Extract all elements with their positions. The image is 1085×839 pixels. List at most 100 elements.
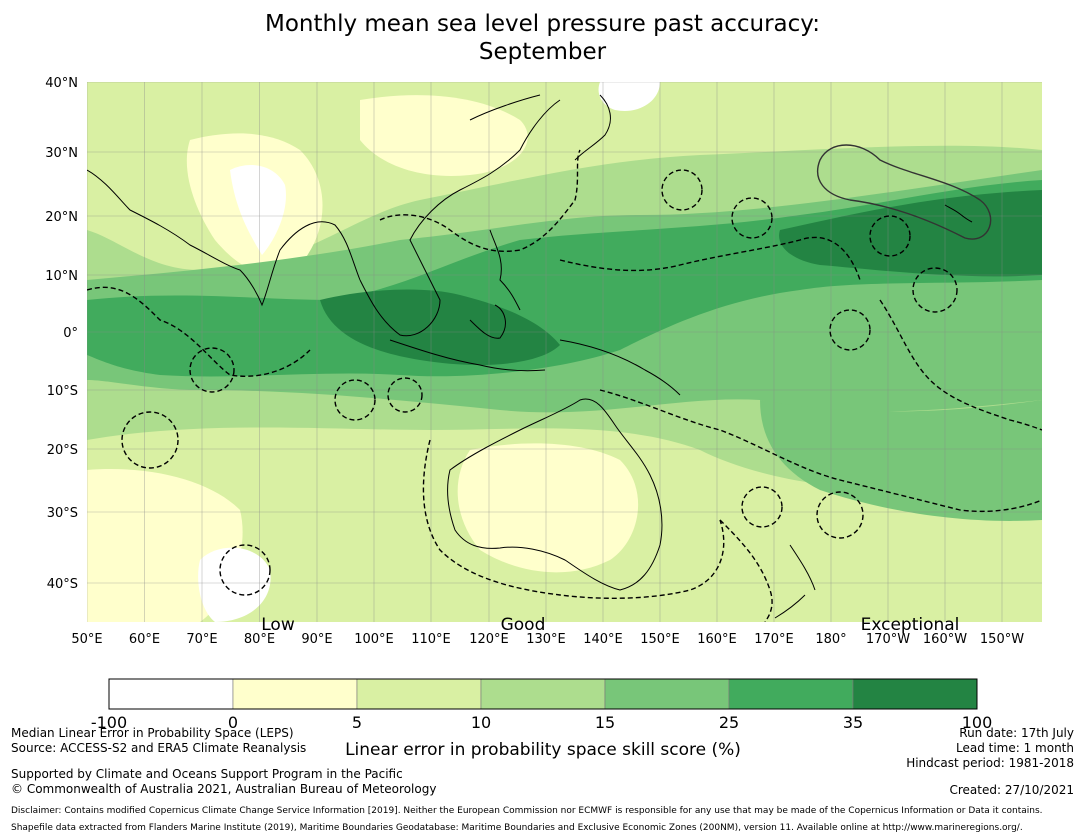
lat-label: 20°N (45, 210, 78, 225)
lon-label: 150°E (640, 632, 680, 647)
colorbar-tick: 100 (962, 713, 993, 732)
colorbar-tick: 5 (352, 713, 362, 732)
eez-pacific-islands (559, 236, 861, 281)
lon-label: 160°W (923, 632, 967, 647)
footer-lead-time: Lead time: 1 month (955, 741, 1074, 755)
lon-label: 170°W (866, 632, 910, 647)
map-title-line1: Monthly mean sea level pressure past acc… (265, 11, 820, 37)
colorbar-segment (108, 678, 234, 710)
coastline-east-asia (469, 94, 611, 161)
lat-label: 40°N (45, 76, 78, 91)
lat-labels: 40°N 30°N 20°N 10°N 0° 10°S 20°S 30°S 40… (45, 76, 78, 592)
skill-zone-china-pale (360, 95, 528, 176)
category-label-good: Good (501, 615, 546, 635)
colorbar-segment (852, 678, 978, 710)
eez-hawaii-solid (816, 144, 992, 240)
category-label-exceptional: Exceptional (861, 615, 960, 635)
coastline-new-zealand (774, 544, 816, 619)
lon-label: 180° (815, 632, 846, 647)
coastline-southeast-asia (359, 99, 561, 337)
footer-source: Source: ACCESS-S2 and ERA5 Climate Reana… (11, 741, 307, 755)
lon-label: 60°E (129, 632, 160, 647)
colorbar-tick: 0 (228, 713, 238, 732)
skill-zone-tibet-white (230, 165, 286, 255)
colorbar-tick: 35 (843, 713, 863, 732)
lat-label: 30°N (45, 146, 78, 161)
coastline-hawaii (944, 204, 973, 223)
colorbar-segment (728, 678, 854, 710)
skill-zone-south-pacific-mid (760, 400, 1042, 521)
colorbar-label: Linear error in probability space skill … (345, 740, 741, 760)
eez-boundaries (87, 149, 1042, 622)
eez-circle-tokelau (829, 309, 871, 351)
lon-label: 120°E (469, 632, 509, 647)
footer-shapefile-credit: Shapefile data extracted from Flanders M… (11, 823, 1023, 833)
coastline-australia (447, 398, 663, 591)
colorbar-tick: 10 (471, 713, 491, 732)
eez-circle-christmas (387, 377, 423, 413)
eez-south-pacific (599, 389, 1042, 513)
lat-label: 10°S (47, 384, 78, 399)
eez-indian-ocean (87, 286, 311, 377)
colorbar-segment (480, 678, 606, 710)
footer-method: Median Linear Error in Probability Space… (11, 726, 294, 740)
category-label-low: Low (261, 615, 295, 635)
eez-circle-wake (869, 215, 911, 257)
colorbar-segment (232, 678, 358, 710)
lon-label: 160°E (697, 632, 737, 647)
eez-circle-norfolk (741, 486, 783, 528)
colorbar-segment (604, 678, 730, 710)
lat-label: 30°S (47, 506, 78, 521)
lat-label: 0° (63, 326, 78, 341)
lat-label: 40°S (47, 577, 78, 592)
skill-zone-north-pacific-peak (779, 190, 1042, 277)
skill-zone-japan-white (598, 82, 660, 111)
lon-label: 70°E (186, 632, 217, 647)
colorbar-segment (356, 678, 482, 710)
footer-support: Supported by Climate and Oceans Support … (11, 767, 403, 781)
lon-label: 100°E (354, 632, 394, 647)
eez-circle-indian-west (189, 347, 235, 393)
skill-zone-australia-pale (457, 443, 639, 573)
eez-circle-marshall (731, 197, 773, 239)
coastline-philippines (489, 229, 521, 311)
lon-label: 130°E (526, 632, 566, 647)
lon-labels: 50°E 60°E 70°E 80°E 90°E 100°E 110°E 120… (71, 632, 1024, 647)
colorbar: -100 0 5 10 15 25 35 100 Linear error in… (91, 678, 993, 760)
footer-run-date: Run date: 17th July (959, 726, 1074, 740)
lon-label: 170°E (754, 632, 794, 647)
lon-label: 50°E (71, 632, 102, 647)
eez-circle-micronesia (661, 169, 703, 211)
coastline-arabia-india (87, 169, 361, 307)
eez-circle-cocos (334, 379, 376, 421)
graticule (87, 82, 1042, 622)
footer-disclaimer: Disclaimer: Contains modified Copernicus… (11, 806, 1043, 816)
lon-label: 110°E (411, 632, 451, 647)
eez-sea (379, 149, 581, 252)
lon-label: 90°E (301, 632, 332, 647)
skill-field (87, 82, 1042, 622)
footer-hindcast: Hindcast period: 1981-2018 (906, 756, 1074, 770)
eez-circle-phoenix (912, 267, 958, 313)
eez-central-pacific (879, 299, 1042, 431)
eez-circle-kermadec (816, 491, 864, 539)
eez-australia (422, 439, 725, 599)
colorbar-tick: -100 (91, 713, 127, 732)
coastline-new-guinea (559, 339, 681, 396)
colorbar-frame (108, 678, 978, 710)
coastline-indonesia (389, 304, 546, 372)
eez-circle-chagos (219, 544, 271, 596)
lat-label: 20°S (47, 443, 78, 458)
map-title-line2: September (478, 39, 607, 65)
skill-zone-southern-ocean-white (198, 547, 271, 622)
colorbar-tick: 25 (719, 713, 739, 732)
lon-label: 140°E (583, 632, 623, 647)
eez-circles (121, 169, 958, 596)
colorbar-tick: 15 (595, 713, 615, 732)
footer-created: Created: 27/10/2021 (949, 783, 1074, 797)
footer-copyright: © Commonwealth of Australia 2021, Austra… (11, 782, 437, 796)
lon-label: 80°E (244, 632, 275, 647)
eez-circle-rodrigues (121, 411, 179, 469)
coastlines (87, 94, 973, 619)
